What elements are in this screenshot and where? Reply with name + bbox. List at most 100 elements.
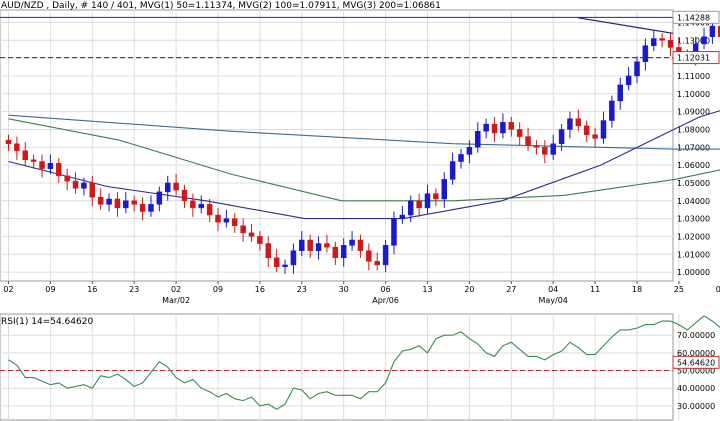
resistance-trend-line [578,17,674,34]
candle-body-up [558,129,565,144]
candle [416,193,422,217]
candle-body-up [609,100,615,121]
candle-body-down [39,161,45,169]
high-marker-label: 1.14288 [677,13,710,22]
candle-body-down [307,239,313,251]
candle [583,120,590,142]
candle-body-down [324,243,330,248]
candle-body-down [232,218,238,226]
high-marker-box [672,10,720,24]
candle-body-down [5,139,12,144]
candle-body-up [567,118,573,130]
price-tick-label: 1.00000 [677,268,710,277]
candle [516,122,523,146]
candle-body-up [399,214,406,219]
candle [357,234,364,258]
candle [223,209,230,228]
price-tick-label: 1.02000 [677,232,710,241]
candle-body-down [139,204,146,212]
candle-body-up [156,191,163,205]
candle [240,218,246,242]
candle [533,140,540,155]
candle-body-down [508,122,515,130]
candle [558,124,565,151]
candle-body-down [190,200,196,209]
candle-body-up [299,239,305,251]
price-tick-label: 1.13000 [677,36,710,45]
candle-body-down [575,118,582,127]
candle-body-down [516,129,523,137]
candle [39,154,45,178]
candle [433,188,439,207]
candle-body-down [248,232,255,237]
candle [349,231,355,251]
trend-line [578,17,674,34]
candle [609,95,615,128]
candle [709,20,716,44]
candle [307,234,313,258]
date-tick-label: 30 [339,285,349,294]
candle-body-up [47,163,54,169]
candle [47,154,54,175]
candle [449,152,456,185]
date-tick-label: 01 [716,285,720,294]
candle [424,184,431,214]
date-tick-label: 06 [381,285,391,294]
candle-body-down [433,193,439,200]
candle [382,239,389,273]
candle-body-up [449,161,456,180]
date-tick-label: 13 [422,285,432,294]
horizontal-levels [0,16,673,59]
candle [56,157,62,183]
candle-body-down [667,40,674,48]
month-label: May/04 [538,296,567,305]
candle-body-down [114,198,121,209]
candle [14,136,20,160]
candle-body-down [22,150,29,161]
candle-body-down [366,250,372,262]
candle-body-up [466,147,473,155]
candle [718,25,720,37]
rsi-panel [0,313,674,421]
candle-body-down [215,214,221,223]
candle-body-down [718,25,720,37]
price-tick-label: 1.04000 [677,197,710,206]
candle [458,149,464,169]
chart-title: AUD/NZD , Daily, # 140 / 401, MVG(1) 50=… [1,1,441,11]
candle-body-up [600,120,607,139]
candles [5,20,720,274]
candle-body-down [265,243,272,259]
candle [22,141,29,166]
candle [64,168,70,191]
rsi-value-tag-box [672,355,720,369]
candle-body-down [357,239,364,251]
candle [131,195,137,212]
date-tick-label: 02 [3,285,13,294]
rsi-line [8,315,720,411]
candle [97,188,104,210]
candle-body-down [542,147,548,155]
candle-body-down [181,189,188,202]
price-tick-label: 1.05000 [677,179,710,188]
candle [206,198,213,223]
candle [483,118,489,139]
candle-body-up [382,245,389,266]
rsi-indicator: 54.64620 [0,315,720,411]
candle [181,184,188,208]
candle-body-down [533,145,540,148]
candle-body-up [500,122,506,134]
candle [508,116,515,137]
candle-body-up [625,75,632,86]
candle [659,33,665,48]
ma100-line [8,118,720,202]
candle [173,174,179,196]
candle [592,127,598,148]
candle [164,175,171,201]
candle-body-down [332,246,339,259]
candle-body-up [148,204,154,212]
candle-body-down [592,134,598,139]
candle-body-up [550,143,556,155]
candle [72,172,79,194]
